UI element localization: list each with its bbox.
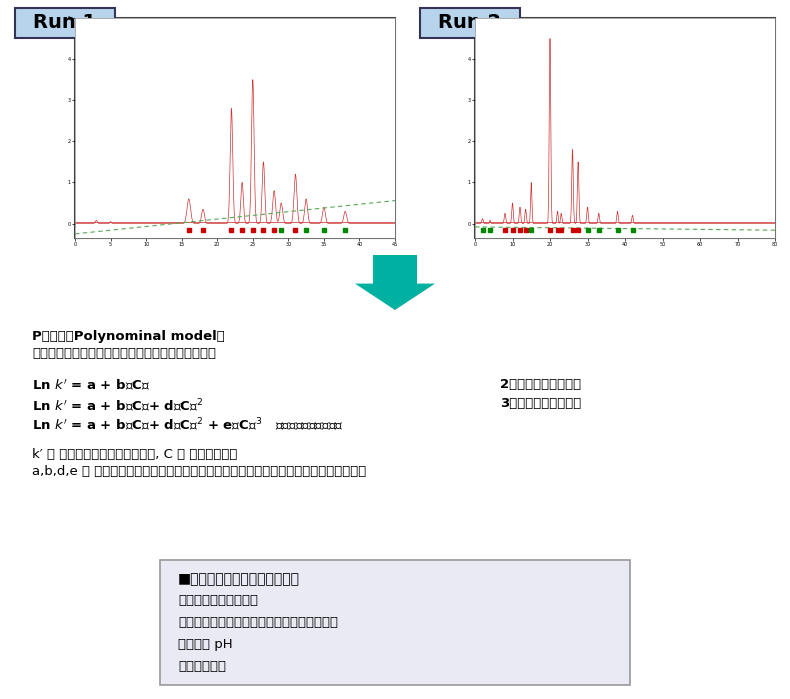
FancyBboxPatch shape [75, 18, 395, 238]
Text: Run 1: Run 1 [33, 13, 96, 32]
Text: ・グラジエントカーブ: ・グラジエントカーブ [178, 594, 258, 607]
Text: Ln $k'$ = a + b（C）+ d（C）$^2$ + e（C）$^3$   ４回分の実測値を使用: Ln $k'$ = a + b（C）+ d（C）$^2$ + e（C）$^3$ … [32, 416, 344, 433]
Text: Ln $k'$ = a + b（C）+ d（C）$^2$: Ln $k'$ = a + b（C）+ d（C）$^2$ [32, 397, 203, 414]
Text: ・移動相 pH: ・移動相 pH [178, 638, 232, 651]
Text: ・カラム温度: ・カラム温度 [178, 660, 226, 673]
FancyBboxPatch shape [475, 18, 775, 238]
Text: 有機溶媒濃度と、溶質の保持との関係を表します。: 有機溶媒濃度と、溶質の保持との関係を表します。 [32, 347, 216, 360]
Text: 3回分の実測値を使用: 3回分の実測値を使用 [500, 397, 581, 410]
FancyBboxPatch shape [15, 8, 115, 38]
Text: ■　下記パラメーターの最適化: ■ 下記パラメーターの最適化 [178, 572, 300, 586]
Text: Run 2: Run 2 [438, 13, 502, 32]
Polygon shape [355, 255, 435, 310]
Text: Ln $k'$ = a + b（C）: Ln $k'$ = a + b（C） [32, 378, 150, 393]
Text: a,b,d,e ＝ 各化合物について、異なる有機溶媒濃度の実験結果から決定するパラメータ: a,b,d,e ＝ 各化合物について、異なる有機溶媒濃度の実験結果から決定するパ… [32, 465, 367, 478]
FancyBboxPatch shape [160, 560, 630, 685]
Text: ・アイソクラティック分析での有機溶媒濃度: ・アイソクラティック分析での有機溶媒濃度 [178, 616, 338, 629]
Text: 2回分の実測値を使用: 2回分の実測値を使用 [500, 378, 581, 391]
FancyBboxPatch shape [420, 8, 520, 38]
Text: k′ ＝ キャパシティーファクター, C ＝ 有機溶媒濃度: k′ ＝ キャパシティーファクター, C ＝ 有機溶媒濃度 [32, 448, 237, 461]
Text: Pモデル（Polynominal model）: Pモデル（Polynominal model） [32, 330, 224, 343]
